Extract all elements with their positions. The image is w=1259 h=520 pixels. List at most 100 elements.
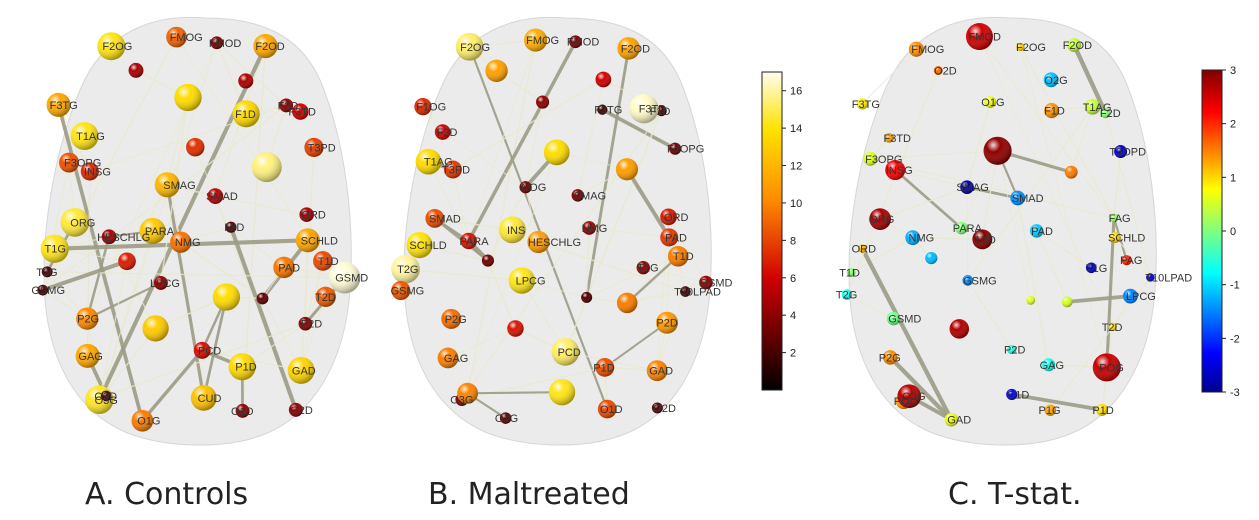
network-node-shading	[1067, 38, 1082, 52]
network-node-shading	[1043, 72, 1059, 88]
network-node-shading	[965, 23, 993, 51]
network-node-shading	[1146, 273, 1155, 282]
network-node-shading	[897, 384, 922, 409]
network-edge	[668, 216, 707, 283]
node-label: GAD	[649, 366, 673, 378]
network-node-shading	[617, 37, 640, 60]
network-node-shading	[651, 402, 663, 414]
network-node-shading	[1121, 255, 1132, 266]
network-node-shading	[669, 142, 682, 155]
network-node-shading	[508, 267, 535, 294]
node-label: NMG	[175, 237, 201, 249]
node-label: T10LPAD	[1145, 273, 1192, 285]
network-node-shading	[498, 216, 526, 244]
colorbar-tick-label: 14	[790, 123, 802, 135]
network-node-shading	[955, 221, 968, 235]
network-edge	[1114, 237, 1151, 278]
node-label: GSMG	[391, 286, 425, 298]
network-node-shading	[962, 275, 974, 286]
network-node-shading	[656, 105, 667, 117]
network-edge	[861, 48, 917, 105]
network-node-shading	[174, 83, 202, 112]
network-edge	[961, 150, 998, 229]
network-edge	[586, 255, 679, 298]
network-node-shading	[46, 92, 71, 117]
network-edge	[98, 261, 128, 400]
network-edge	[98, 230, 154, 400]
network-node-shading	[295, 228, 320, 253]
node-label: SMAD	[429, 213, 461, 225]
network-node-shading	[100, 390, 112, 402]
node-label: F2OG	[1016, 42, 1046, 54]
network-nodes	[841, 23, 1155, 427]
network-node-shading	[70, 122, 99, 151]
node-label: GSMD	[700, 278, 733, 290]
network-node-shading	[186, 137, 205, 157]
node-label: F3TD	[288, 107, 316, 119]
network-edge	[589, 227, 670, 238]
node-label: T1AG	[1083, 102, 1112, 114]
node-label: SCHLD	[301, 235, 338, 247]
network-node-shading	[660, 228, 679, 247]
network-edge	[870, 158, 1115, 219]
network-node-shading	[414, 98, 432, 116]
network-node-shading	[841, 289, 853, 300]
network-edge	[626, 255, 680, 304]
node-label: P2D	[656, 318, 677, 330]
network-edge	[452, 78, 604, 171]
network-edge	[1105, 217, 1116, 368]
network-node-shading	[153, 276, 168, 290]
network-node-shading	[441, 308, 462, 329]
network-node-shading	[212, 283, 241, 311]
colorbar-tick-label: -2	[1230, 333, 1240, 345]
node-label: T1D	[673, 251, 694, 263]
node-label: SMAG	[574, 190, 606, 202]
network-edge	[487, 260, 517, 329]
node-label: F2OG	[460, 42, 490, 54]
node-label: P1D	[1092, 405, 1113, 417]
node-label: SMAG	[163, 180, 195, 192]
colorbar-tick-label: 10	[790, 198, 802, 210]
node-label: P2D	[1004, 345, 1025, 357]
network-node-shading	[646, 360, 668, 382]
colorbar-tick-label: 6	[790, 273, 796, 285]
network-edge	[304, 260, 324, 324]
network-edge	[166, 97, 189, 185]
network-edge	[895, 169, 968, 188]
node-label: T1G	[1086, 263, 1107, 275]
network-edge	[468, 46, 609, 410]
colorbar-tick-label: 3	[1230, 65, 1236, 77]
network-node-shading	[170, 231, 192, 253]
network-node-shading	[548, 378, 576, 406]
node-label: F3TG	[50, 100, 78, 112]
network-node-shading	[80, 162, 99, 181]
colorbar-jet: 3 2 1 0 -1 -2 -3	[1201, 65, 1240, 399]
network-edge	[601, 108, 676, 151]
network-node-shading	[128, 62, 144, 78]
network-node-shading	[315, 286, 336, 307]
node-label: SCHLD	[409, 240, 446, 252]
node-label: LPCG	[1126, 291, 1156, 303]
node-label: INSG	[886, 165, 913, 177]
network-edge	[108, 236, 157, 329]
network-node-shading	[846, 267, 856, 277]
network-edge	[467, 391, 563, 395]
network-node-shading	[699, 275, 713, 290]
network-edge	[1020, 46, 1108, 368]
node-label: GSMG	[31, 285, 65, 297]
node-label: NMG	[582, 223, 608, 235]
network-node-shading	[288, 402, 303, 417]
node-labels: FMOG FMOD F2OG F2OD F3TG F1D F2D F3TD T1AG F3OPG T…	[836, 32, 1192, 427]
network-edge	[604, 321, 668, 369]
node-label: P1D	[235, 362, 256, 374]
network-edge	[643, 267, 707, 284]
node-label: ORD	[852, 244, 877, 256]
network-node-shading	[139, 217, 166, 245]
network-edge	[1066, 294, 1131, 304]
node-label: F3TG	[594, 105, 622, 117]
network-node-shading	[949, 319, 969, 339]
network-node-shading	[616, 292, 638, 314]
colorbar-tick-label: 2	[1230, 119, 1236, 131]
network-edge	[846, 70, 939, 295]
node-label: GSMG	[963, 275, 997, 287]
